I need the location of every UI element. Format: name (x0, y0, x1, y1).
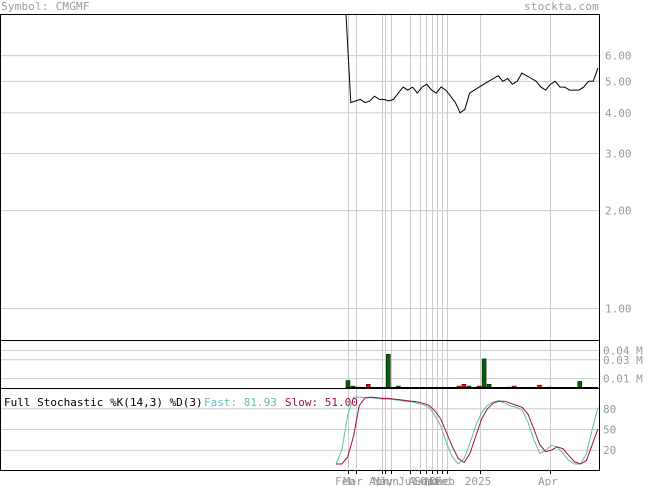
x-axis-label: Jul (398, 475, 418, 486)
x-axis-label: Sep (414, 475, 434, 486)
volume-axis-ticks: 0.01 M 0.03 M0.04 M (603, 344, 643, 385)
price-tick-label: 6.00 (605, 50, 632, 63)
x-axis-label: Aug (408, 475, 428, 486)
price-x-grid (348, 15, 551, 340)
price-tick-label: 2.00 (605, 205, 632, 218)
volume-tick-label: 0.03 M (603, 354, 643, 367)
stochastic-tick-label: 20 (603, 444, 616, 457)
x-axis-label: Feb (335, 475, 355, 486)
price-line (345, 14, 599, 114)
stochastic-panel-frame (0, 388, 600, 471)
symbol-label: Symbol: CMGMF (1, 0, 90, 13)
stochastic-fast-label: Fast: 81.93 (204, 396, 277, 409)
volume-tick-label: 0.04 M (603, 344, 643, 357)
price-grid (1, 55, 599, 310)
volume-bars (345, 353, 598, 389)
price-panel-frame (0, 14, 600, 341)
x-axis-label: Feb (435, 475, 455, 486)
x-axis-label: Apr (369, 475, 389, 486)
x-axis-label: Jun (379, 475, 399, 486)
stochastic-fast-line (335, 396, 599, 465)
volume-panel-frame (0, 340, 600, 389)
site-name[interactable]: stockta.com (523, 0, 599, 13)
stochastic-tick-label: 80 (603, 403, 616, 416)
x-axis-label: Apr (538, 475, 558, 486)
x-axis-label: Oct (420, 475, 440, 486)
price-tick-label: 3.00 (605, 147, 632, 160)
x-axis-label: Nov (425, 475, 445, 486)
volume-bar (481, 358, 487, 389)
stochastic-title: Full Stochastic %K(14,3) %D(3) (4, 396, 203, 409)
x-axis-label: May (373, 475, 393, 486)
volume-tick-label: 0.01 M (603, 373, 643, 386)
stochastic-axis-ticks: 20 50 80 (603, 403, 616, 457)
volume-bar (345, 380, 351, 389)
stochastic-tick-label: 50 (603, 424, 616, 437)
stochastic-slow-label: Slow: 51.00 (285, 396, 358, 409)
stochastic-grid (1, 408, 599, 451)
stochastic-slow-line (336, 396, 599, 465)
volume-grid (1, 349, 599, 380)
price-tick-label: 5.00 (605, 75, 632, 88)
x-axis-label: Mar (343, 475, 363, 486)
volume-x-grid (348, 341, 551, 388)
volume-bar (386, 353, 391, 389)
price-axis-ticks: 1.00 2.00 3.00 4.00 5.00 6.00 (605, 50, 632, 316)
price-tick-label: 4.00 (605, 107, 632, 120)
price-tick-label: 1.00 (605, 303, 632, 316)
x-axis-label: 2025 (465, 475, 492, 486)
x-axis-label: Dec (430, 475, 450, 486)
